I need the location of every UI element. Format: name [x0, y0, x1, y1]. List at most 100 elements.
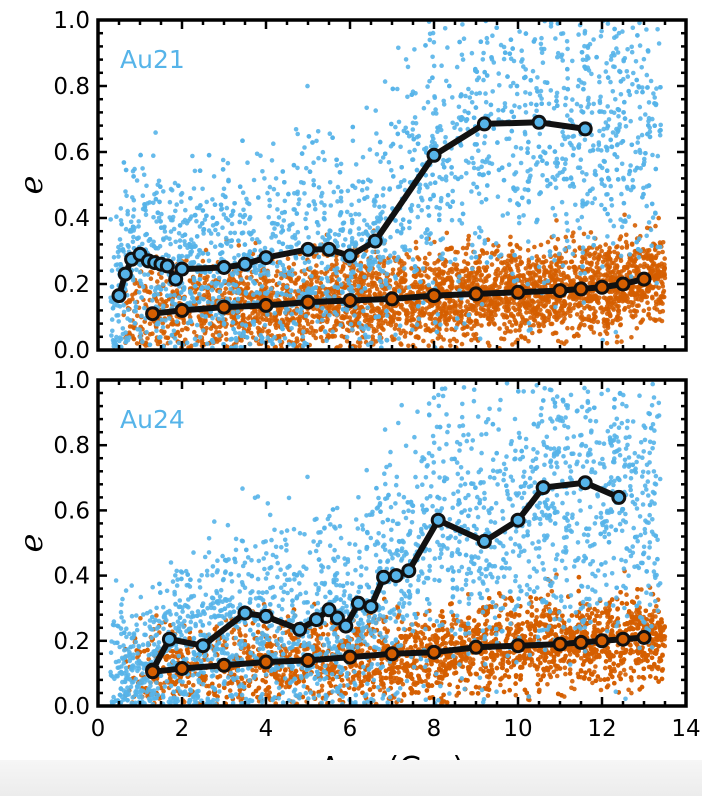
orange-star-point — [518, 323, 523, 328]
orange-star-point — [562, 341, 567, 347]
blue-star-point — [459, 201, 465, 206]
blue-star-point — [608, 57, 614, 62]
blue-star-point — [244, 196, 249, 202]
orange-star-point — [409, 266, 414, 271]
orange-star-point — [518, 333, 524, 339]
orange-star-point — [480, 248, 486, 254]
orange-star-point — [644, 225, 650, 231]
blue-star-point — [636, 85, 642, 90]
blue-star-point — [502, 101, 508, 106]
orange-star-point — [625, 296, 630, 301]
blue-star-point — [571, 133, 577, 139]
blue-star-point — [555, 50, 561, 56]
orange-star-point — [484, 250, 490, 256]
orange-star-point — [210, 332, 216, 338]
blue-star-point — [210, 197, 215, 202]
blue-star-point — [108, 217, 113, 222]
blue-star-point — [508, 84, 513, 89]
blue-star-point — [579, 214, 585, 220]
blue-star-point — [314, 138, 319, 144]
orange-star-point — [437, 281, 443, 287]
orange-star-point — [628, 309, 633, 314]
blue-star-point — [538, 41, 544, 47]
blue-star-point — [585, 234, 591, 240]
blue-star-point — [320, 306, 325, 311]
orange-star-point — [505, 328, 511, 334]
orange-star-point — [329, 262, 335, 268]
blue-star-point — [327, 131, 333, 136]
orange-star-point — [552, 330, 558, 336]
blue-star-point — [229, 221, 235, 227]
orange-star-point — [352, 274, 358, 279]
orange-star-point — [615, 334, 620, 339]
blue-star-point — [262, 245, 268, 251]
blue-star-point — [614, 46, 619, 51]
blue-star-point — [616, 114, 621, 119]
blue-star-point — [450, 95, 455, 100]
blue-star-point — [228, 244, 234, 249]
orange-star-point — [421, 338, 426, 344]
orange-star-point — [463, 251, 469, 257]
blue-star-point — [628, 163, 633, 168]
blue-star-point — [355, 262, 360, 268]
orange-star-point — [236, 324, 242, 330]
blue-star-point — [205, 341, 210, 347]
blue-star-point — [423, 230, 428, 236]
blue-star-point — [140, 166, 145, 171]
blue-star-point — [163, 318, 168, 323]
panel-au21: 0.00.20.40.60.81.0 Au21 e — [12, 3, 688, 364]
blue-star-point — [618, 253, 624, 259]
orange-star-point — [304, 280, 310, 285]
blue-star-point — [275, 192, 281, 197]
blue-star-point — [582, 31, 588, 36]
orange-star-point — [516, 268, 521, 274]
orange-star-point — [659, 261, 664, 267]
orange-star-point — [240, 313, 245, 319]
blue-star-point — [261, 267, 267, 273]
blue-star-point — [580, 57, 586, 63]
blue-star-point — [516, 214, 522, 220]
orange-star-point — [453, 285, 459, 290]
orange-star-point — [511, 305, 516, 311]
orange-star-point — [441, 281, 447, 286]
orange-star-point — [244, 285, 249, 290]
blue-star-point — [171, 226, 177, 232]
blue-star-point — [522, 187, 528, 192]
orange-star-point — [473, 260, 478, 266]
orange-star-point — [604, 317, 609, 323]
orange-star-point — [618, 322, 623, 327]
blue-star-point — [649, 243, 654, 248]
blue-star-point — [315, 319, 320, 324]
blue-star-point — [221, 186, 227, 192]
orange-star-point — [292, 289, 298, 294]
orange-star-point — [555, 236, 561, 242]
blue-star-point — [551, 106, 557, 111]
blue-star-point — [565, 46, 570, 52]
orange-star-point — [608, 313, 613, 318]
orange-star-point — [413, 245, 419, 251]
orange-star-point — [660, 281, 665, 286]
orange-star-point — [513, 258, 518, 263]
orange-star-point — [413, 239, 419, 245]
orange-star-point — [487, 284, 493, 290]
blue-star-point — [419, 234, 424, 239]
blue-star-point — [552, 213, 558, 218]
orange-star-point — [605, 257, 611, 263]
blue-star-point — [171, 256, 176, 262]
orange-star-point — [448, 245, 453, 251]
blue-star-point — [438, 127, 444, 133]
orange-star-point — [217, 337, 222, 343]
orange-star-point — [615, 244, 620, 249]
blue-star-point — [304, 211, 310, 216]
blue-star-point — [535, 3, 540, 8]
blue-star-point — [416, 316, 422, 322]
orange-star-point — [373, 270, 379, 276]
blue-star-point — [452, 125, 457, 130]
orange-star-point — [659, 270, 664, 275]
orange-star-point — [610, 320, 615, 326]
orange-star-point — [646, 287, 652, 293]
orange-star-point — [456, 320, 461, 325]
blue-star-point — [428, 181, 433, 186]
blue-star-point — [384, 271, 390, 277]
orange-star-point — [536, 329, 542, 334]
